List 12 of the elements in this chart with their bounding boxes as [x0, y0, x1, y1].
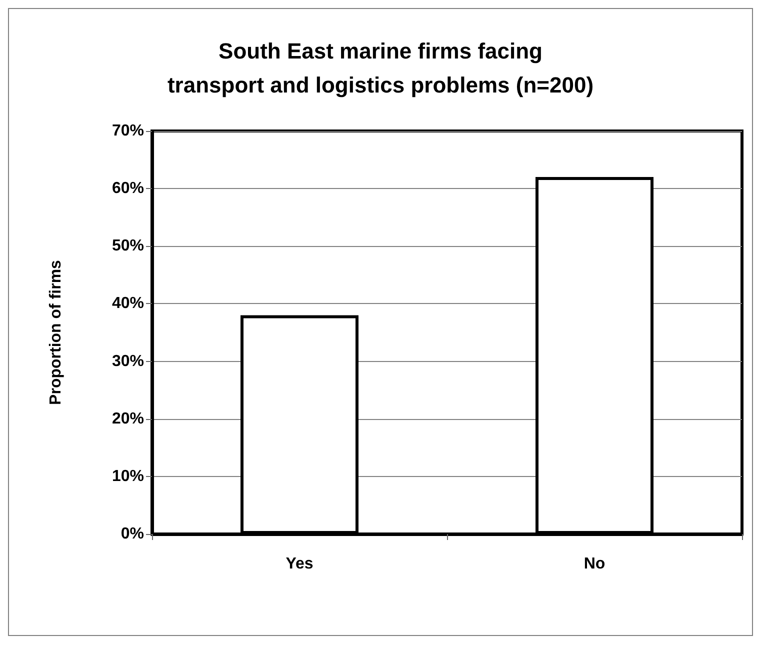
- chart-title: South East marine firms facing transport and logistics problems (n=200): [167, 38, 594, 98]
- y-tick-label: 40%: [112, 295, 144, 312]
- y-tick-label: 20%: [112, 410, 144, 428]
- y-tick-label: 60%: [112, 180, 144, 198]
- x-tick-label: Yes: [286, 556, 314, 572]
- y-tick-label: 70%: [112, 122, 144, 140]
- y-tick-label: 50%: [112, 238, 144, 255]
- y-axis-title: Proportion of firms: [48, 260, 64, 405]
- y-tick-label: 30%: [112, 352, 144, 370]
- x-tick-label: No: [584, 556, 606, 572]
- y-tick-label: 0%: [120, 526, 144, 542]
- y-tick-label: 10%: [112, 468, 144, 485]
